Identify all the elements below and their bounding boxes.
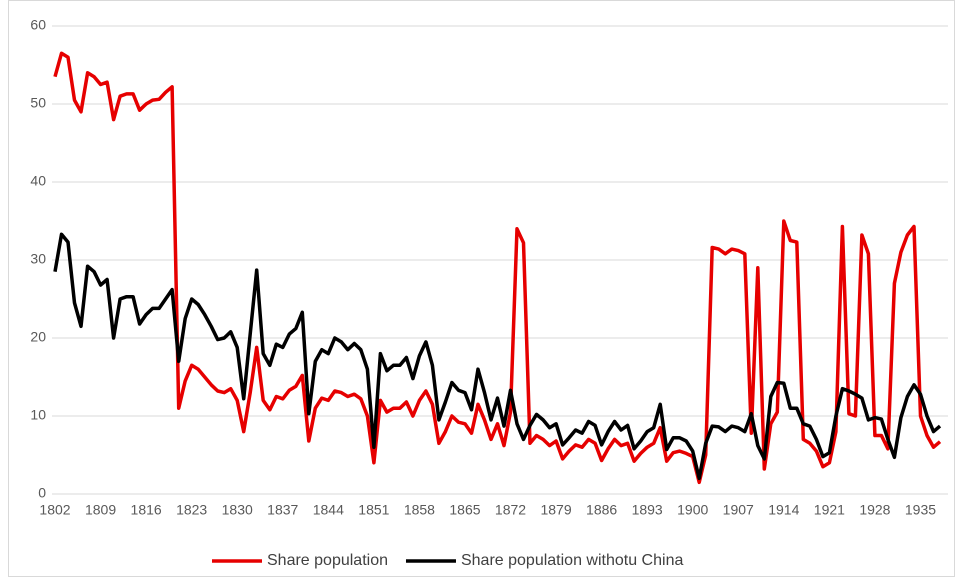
x-tick-label: 1900 <box>677 502 708 518</box>
x-tick-label: 1893 <box>632 502 663 518</box>
y-tick-label: 50 <box>30 95 46 111</box>
x-tick-label: 1823 <box>176 502 207 518</box>
y-tick-label: 60 <box>30 17 46 33</box>
x-tick-label: 1907 <box>723 502 754 518</box>
x-tick-label: 1886 <box>586 502 617 518</box>
x-tick-label: 1851 <box>358 502 389 518</box>
x-tick-label: 1809 <box>85 502 116 518</box>
x-tick-label: 1844 <box>313 502 344 518</box>
y-tick-label: 20 <box>30 329 46 345</box>
x-tick-label: 1830 <box>222 502 253 518</box>
y-tick-label: 10 <box>30 407 46 423</box>
chart-border <box>8 0 955 577</box>
x-tick-label: 1816 <box>131 502 162 518</box>
x-tick-label: 1921 <box>814 502 845 518</box>
legend-text: Share population withotu China <box>461 552 683 569</box>
series-line <box>53 232 942 481</box>
y-tick-label: 40 <box>30 173 46 189</box>
x-tick-label: 1858 <box>404 502 435 518</box>
x-tick-label: 1865 <box>449 502 480 518</box>
x-tick-label: 1935 <box>905 502 936 518</box>
y-tick-label: 30 <box>30 251 46 267</box>
y-tick-label: 0 <box>38 485 46 501</box>
legend-text: Share population <box>267 552 388 569</box>
x-tick-label: 1802 <box>39 502 70 518</box>
x-tick-label: 1914 <box>768 502 799 518</box>
x-tick-label: 1837 <box>267 502 298 518</box>
x-tick-label: 1928 <box>859 502 890 518</box>
series-line <box>53 51 942 485</box>
x-tick-label: 1879 <box>540 502 571 518</box>
x-tick-label: 1872 <box>495 502 526 518</box>
